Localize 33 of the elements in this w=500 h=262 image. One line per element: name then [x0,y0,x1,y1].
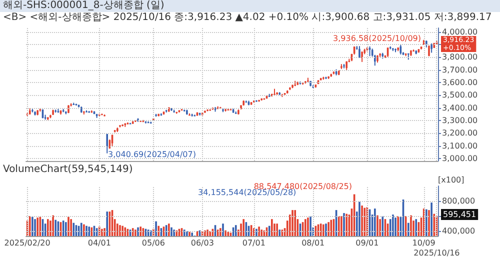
candlestick [106,133,108,154]
y-tick-label: 400,000 [442,226,476,236]
y-tick-label: 3,500.00 [442,90,478,100]
candlestick [430,42,432,54]
y-tick-label: 3,800.00 [442,52,478,62]
annotation: 3,936.58(2025/10/09) [333,34,421,43]
y-axis-title: [x100] [438,176,464,184]
y-tick-label: 800,000 [442,196,476,206]
x-tick-label: 2025/10/16 [414,248,460,258]
y-tick-label: 3,100.00 [442,141,478,150]
x-tick-label: 08/01 [302,238,325,248]
text: 595,451 [443,210,476,219]
y-tick-label: 3,600.00 [442,78,478,87]
candlestick [358,46,360,58]
x-tick-label: 2025/02/20 [4,238,50,248]
y-tick-label: 3,300.00 [442,116,478,125]
x-tick-label: 06/03 [190,238,214,248]
x-tick-label: 05/06 [142,238,165,248]
annotation: 3,040.69(2025/04/07) [108,150,196,159]
chart-title: 해외-SHS:000001_8-상해종합 (일) [0,0,500,12]
y-tick-label: 3,200.00 [442,128,478,138]
x-tick-label: 07/01 [242,238,266,248]
x-tick-label: 09/01 [356,238,379,248]
chart-subtitle: <B> <해외-상해종합> 2025/10/16 종:3,916.23 ▲4.02 +0.10% 시:3,900.68 고:3,931.05 저:3,899.17 [2,12,493,24]
y-tick-label: 3,700.00 [442,65,478,74]
y-tick-label: 3,400.00 [442,103,478,112]
y-tick-label: 4,000.00 [442,27,478,36]
x-tick-label: 04/01 [88,238,111,248]
candlestick [361,51,363,62]
chart-title: VolumeChart(59,545,149) [2,164,134,176]
y-tick-label: 3,000.00 [442,154,478,163]
annotation: 34,155,544(2025/05/28) [198,188,296,197]
x-tick-label: 10/09 [412,238,436,248]
